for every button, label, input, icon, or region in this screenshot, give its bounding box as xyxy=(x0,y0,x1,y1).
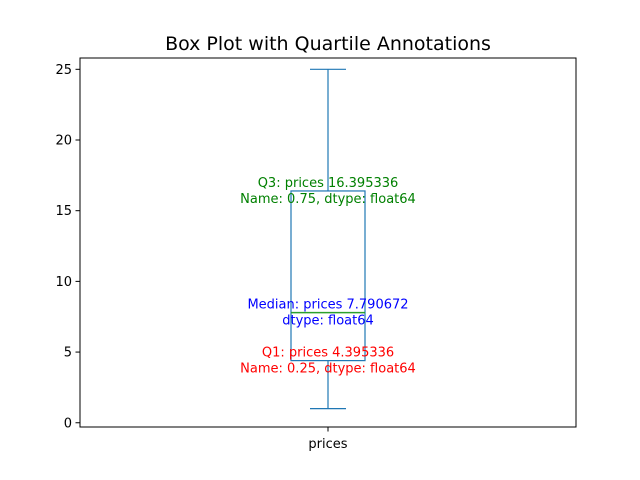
q1-annotation-line: Name: 0.25, dtype: float64 xyxy=(240,362,416,377)
chart-title: Box Plot with Quartile Annotations xyxy=(165,33,491,55)
y-tick-label: 15 xyxy=(55,204,72,219)
y-axis: 0 5 10 15 20 25 xyxy=(55,63,80,431)
y-tick-label: 25 xyxy=(55,63,72,78)
q1-annotation-line: Q1: prices 4.395336 xyxy=(262,346,394,361)
median-annotation-line: dtype: float64 xyxy=(282,314,374,329)
plot-layer xyxy=(290,68,366,410)
q3-annotation-line: Name: 0.75, dtype: float64 xyxy=(240,192,416,207)
median-annotation-line: Median: prices 7.790672 xyxy=(247,298,408,313)
y-tick-label: 0 xyxy=(64,416,72,431)
x-axis: prices xyxy=(308,427,348,452)
x-tick-label: prices xyxy=(308,437,347,452)
y-tick-label: 20 xyxy=(55,134,72,149)
q3-annotation-line: Q3: prices 16.395336 xyxy=(258,176,399,191)
interquartile-box xyxy=(290,190,366,362)
y-tick-label: 10 xyxy=(55,275,72,290)
y-tick-label: 5 xyxy=(64,346,72,361)
